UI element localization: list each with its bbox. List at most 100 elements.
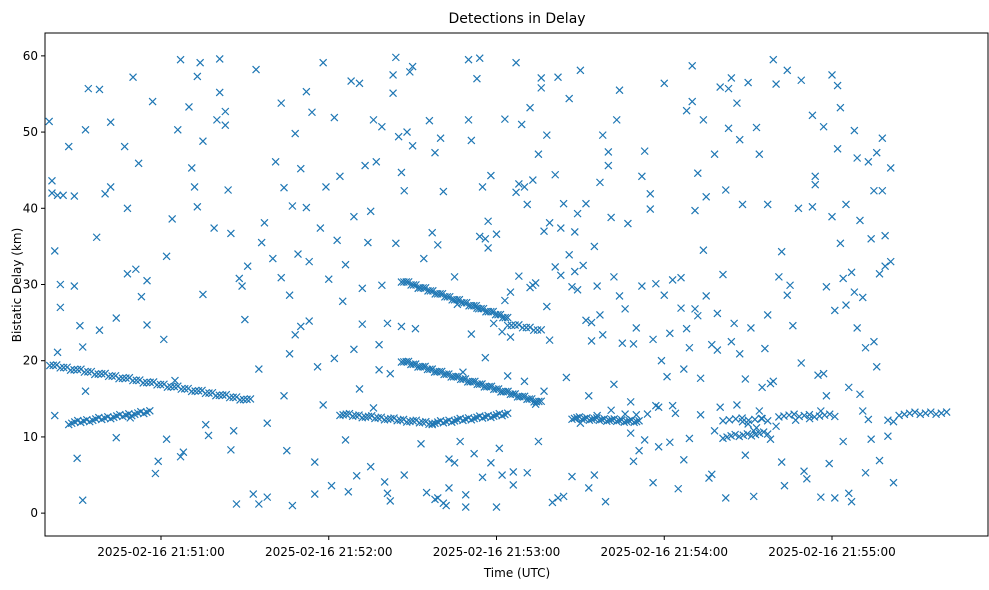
data-point [268,254,277,263]
data-point [744,78,753,87]
data-point [842,200,850,209]
data-point [500,410,509,419]
data-point [842,301,850,310]
data-point [752,123,761,132]
data-point [355,384,364,393]
data-point [529,326,538,335]
data-point [173,125,182,134]
data-point [347,77,356,85]
data-point [830,306,839,315]
data-point [364,412,373,421]
data-point [587,318,596,327]
data-point [397,168,406,177]
data-point [565,94,574,103]
data-point [436,289,444,298]
data-point [439,187,448,196]
data-point [419,254,428,263]
data-point [348,412,357,421]
data-point [635,416,644,425]
data-point [501,387,510,396]
data-point [122,374,130,382]
data-point [409,360,418,369]
data-point [468,377,477,386]
data-point [540,387,548,396]
data-point [132,376,141,385]
data-point [240,315,249,324]
data-point [485,382,494,391]
data-point [721,186,730,194]
data-point [772,80,781,88]
data-point [626,397,635,406]
data-point [459,368,467,377]
data-point [598,131,607,140]
data-point [154,457,163,466]
data-point [520,377,529,386]
data-point [210,224,219,233]
data-point [719,270,727,279]
data-point [926,408,935,417]
data-point [361,161,370,170]
data-point [239,395,248,404]
data-point [187,163,196,172]
data-point [142,378,151,387]
data-point [514,272,523,281]
data-point [537,397,546,406]
data-point [511,321,520,329]
data-point [56,280,65,289]
data-point [503,372,512,380]
data-point [330,113,339,122]
data-point [344,487,353,496]
data-point [211,391,220,400]
data-point [522,323,531,332]
plot-area [44,32,989,537]
data-point [461,490,470,499]
data-point [383,415,392,424]
data-point [391,239,400,248]
data-point [752,423,761,432]
data-point [238,282,247,290]
data-point [481,353,490,362]
data-point [819,122,828,131]
data-point [850,288,859,297]
data-point [95,85,104,94]
data-point [607,415,616,424]
data-point [280,391,288,400]
data-point [397,322,406,331]
data-point [612,417,621,426]
data-point [727,74,736,82]
data-point [582,316,590,325]
data-point [814,371,822,380]
data-point [417,439,425,448]
data-point [735,135,744,144]
data-point [162,435,171,444]
data-point [593,411,602,420]
data-point [856,390,864,399]
data-point [473,304,481,313]
data-point [822,282,831,291]
data-point [839,274,848,283]
data-point [590,471,599,479]
data-point [705,474,713,483]
data-point [665,438,674,447]
data-point [886,163,895,172]
data-point [794,204,803,213]
y-tick-label: 60 [23,49,38,63]
data-point [573,209,582,218]
data-point [598,330,607,339]
data-point [296,322,305,331]
data-point [688,61,697,70]
data-point [134,159,143,168]
data-point [657,356,666,365]
data-point [486,171,495,180]
data-point [731,415,740,423]
data-point [445,484,453,492]
data-point [94,370,103,379]
data-point [610,380,618,389]
data-point [808,202,817,211]
data-point [643,410,652,418]
data-point [523,200,532,209]
data-point [327,481,336,490]
data-point [159,335,168,344]
data-point [475,232,484,241]
data-point [453,300,462,309]
